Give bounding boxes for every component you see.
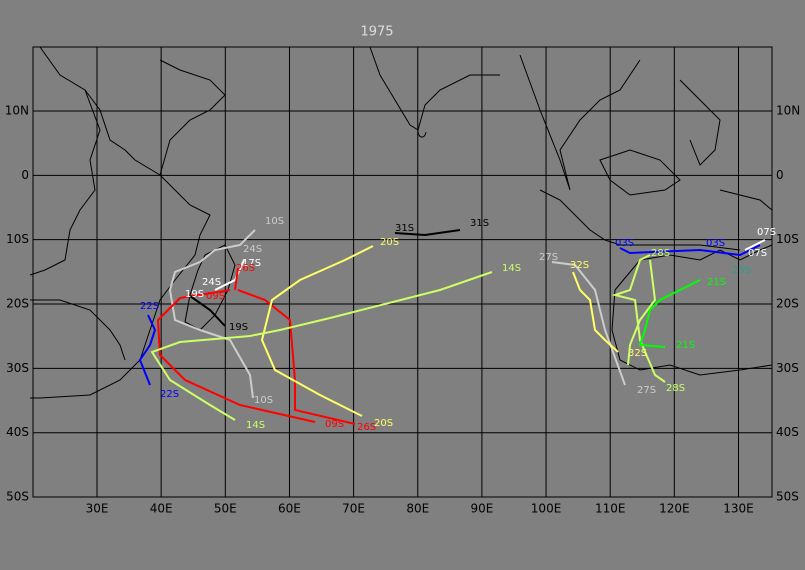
storm-label: 22S	[140, 301, 159, 312]
lat-label: 40S	[776, 425, 799, 439]
storm-label: 10S	[254, 395, 273, 406]
storm-label: 27S	[539, 252, 558, 263]
storm-label: 09S	[325, 419, 344, 430]
storm-label: 03S	[706, 238, 725, 249]
lat-label: 10N	[776, 104, 800, 118]
lat-label: 10N	[5, 104, 29, 118]
lon-label: 70E	[342, 502, 365, 516]
lat-label: 50S	[776, 490, 799, 504]
lon-label: 80E	[406, 502, 429, 516]
lat-label: 30S	[776, 361, 799, 375]
storm-label: 25S	[732, 265, 751, 276]
storm-label: 32S	[570, 260, 589, 271]
lat-label: 10S	[776, 232, 799, 246]
lon-label: 30E	[86, 502, 109, 516]
graticule: 10N 10N 0 0 10S 10S 20S 20S 30S 30S 40S 40S 50S 50S 30…	[5, 46, 800, 516]
storm-label: 32S	[628, 348, 647, 359]
storm-label: 21S	[676, 340, 695, 351]
lon-label: 130E	[723, 502, 754, 516]
storm-label: 26S	[236, 263, 255, 274]
storm-label: 03S	[615, 238, 634, 249]
lat-label: 20S	[776, 297, 799, 311]
lat-label: 0	[21, 168, 29, 182]
storm-label: 27S	[637, 385, 656, 396]
lon-label: 50E	[214, 502, 237, 516]
lat-label: 20S	[6, 297, 29, 311]
lon-label: 100E	[531, 502, 562, 516]
lat-label: 40S	[6, 425, 29, 439]
storm-label: 31S	[395, 223, 414, 234]
lon-label: 60E	[278, 502, 301, 516]
storm-label: 09S	[206, 291, 225, 302]
lat-label: 0	[776, 168, 784, 182]
coastlines	[29, 46, 773, 399]
lon-label: 110E	[595, 502, 626, 516]
lat-label: 10S	[6, 232, 29, 246]
storm-tracks	[138, 229, 766, 425]
storm-label: 10S	[265, 216, 284, 227]
lon-label: 90E	[470, 502, 493, 516]
storm-label: 21S	[707, 277, 726, 288]
storm-label: 31S	[470, 218, 489, 229]
storm-label: 19S	[229, 322, 248, 333]
storm-label: 07S	[757, 227, 776, 238]
storm-label: 20S	[380, 237, 399, 248]
storm-label: 28S	[651, 248, 670, 259]
lon-label: 40E	[150, 502, 173, 516]
lat-label: 30S	[6, 361, 29, 375]
storm-label: 14S	[502, 263, 521, 274]
lon-label: 120E	[659, 502, 690, 516]
map-title: 1975	[360, 25, 393, 40]
storm-label: 07S	[748, 248, 767, 259]
lat-label: 50S	[6, 490, 29, 504]
storm-label: 20S	[374, 418, 393, 429]
storm-labels: 10S 24S 17S 26S 19S 09S 24S 19S 22S 22S …	[140, 216, 776, 433]
storm-label: 22S	[160, 389, 179, 400]
storm-label: 14S	[246, 420, 265, 431]
storm-label: 24S	[202, 277, 221, 288]
storm-label: 19S	[185, 289, 204, 300]
storm-label: 28S	[666, 383, 685, 394]
storm-label: 26S	[357, 422, 376, 433]
storm-label: 17S	[242, 258, 261, 269]
storm-label: 24S	[243, 244, 262, 255]
